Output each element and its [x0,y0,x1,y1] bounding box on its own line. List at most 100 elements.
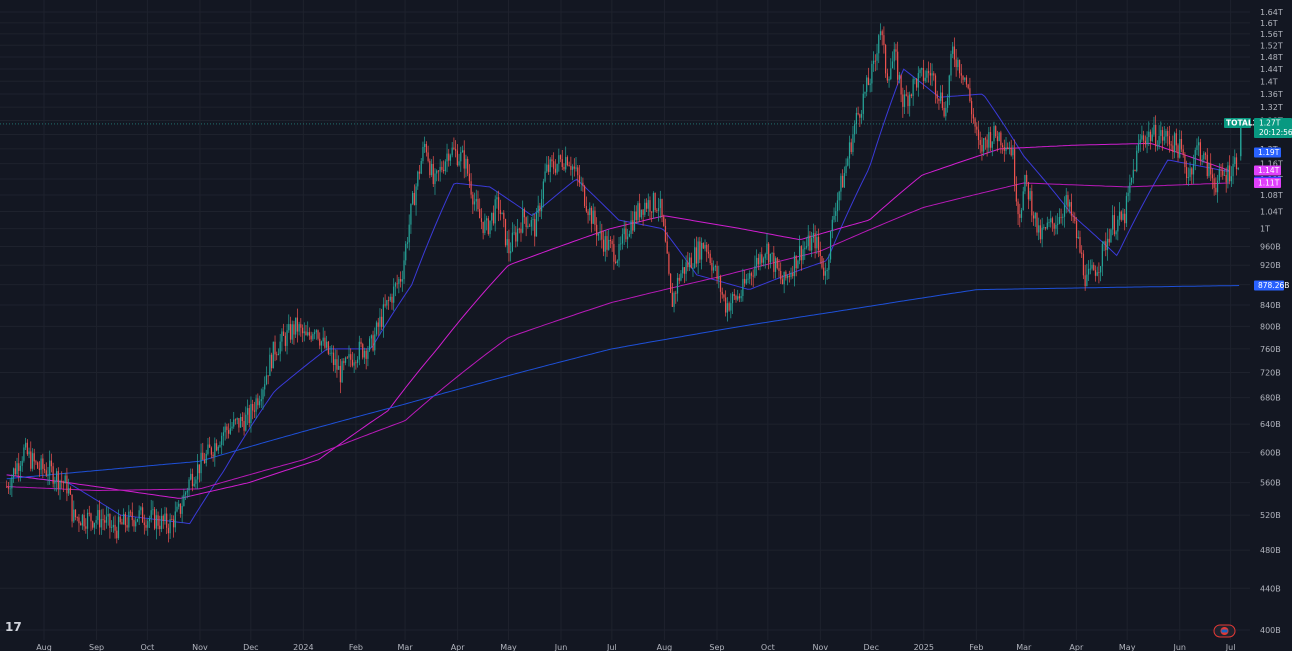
candle-body [326,341,328,348]
ma-value-badge[interactable]: 1.19T [1254,147,1281,158]
candle-body [31,453,34,469]
candle-body [334,359,336,365]
candle-body [582,182,584,187]
candle-body [1158,135,1160,146]
candle-body [967,84,969,89]
candle-body [919,69,921,74]
candle-body [298,324,300,332]
candle-body [515,232,517,242]
candle-body [984,138,986,140]
candle-body [699,241,701,260]
candle-body [169,519,171,534]
candle-body [890,68,892,80]
y-tick-label: 480B [1260,546,1281,555]
candle-body [129,511,132,513]
candle-body [312,333,314,340]
candle-body [291,324,293,340]
candle-body [778,268,780,271]
candle-body [1014,149,1016,185]
ma-value-badge[interactable]: 878.26B [1254,280,1289,291]
candle-body [924,77,926,82]
candle-body [1012,149,1014,156]
candle-body [644,202,646,215]
candle-body [50,460,53,467]
candle-body [1027,182,1029,200]
candle-body [315,330,317,333]
candle-body [1124,213,1126,224]
candle-body [28,451,30,455]
candle-body [353,362,355,366]
candle-body [202,452,204,460]
candle-body [1100,266,1102,273]
ma-value-label: 1.14T [1258,166,1280,175]
candle-body [300,324,302,328]
candle-body [148,518,151,522]
candle-body [682,267,684,274]
candle-body [733,294,735,296]
candle-body [1130,177,1133,183]
candle-body [463,150,465,169]
candle-body [917,73,919,88]
candle-body [119,516,121,523]
candle-body [188,479,190,491]
candle-body [1177,145,1179,158]
candle-body [7,486,10,489]
candle-body [952,46,954,54]
candle-body [948,75,950,98]
candle-body [740,296,742,299]
candle-body [1149,131,1152,141]
tradingview-logo[interactable]: 17 [5,620,22,634]
candle-body [35,461,37,463]
symbol-badge[interactable]: TOTAL2 [1224,117,1258,128]
candle-body [547,164,550,172]
candle-body [100,519,102,528]
candle-body [1098,272,1100,274]
y-tick-label: 1.36T [1260,90,1283,99]
candle-body [652,193,655,213]
candle-body [1184,154,1186,168]
flag-icon[interactable] [1213,624,1236,638]
candle-body [637,203,639,221]
last-price-value: 1.27T [1259,118,1281,127]
candle-body [998,132,1000,142]
candle-body [59,480,61,489]
x-tick-label: Sep [709,643,724,651]
candle-body [186,490,188,493]
candle-body [1001,145,1004,148]
candle-body [227,430,230,434]
candle-body [377,322,379,327]
candle-body [480,218,483,222]
candle-body [365,350,367,359]
ma-line-4 [6,285,1240,480]
candle-body [382,304,384,327]
candle-body [73,509,75,522]
ma-line-1 [6,68,1230,525]
candle-body [559,155,562,160]
candle-body [1117,219,1119,232]
ma-value-badge[interactable]: 1.11T [1254,177,1281,188]
candle-body [155,515,157,529]
candle-body [68,488,70,494]
y-tick-label: 1.04T [1260,207,1283,216]
candle-body [568,165,570,166]
candle-body [167,527,169,534]
candle-body [859,114,861,118]
candle-body [398,279,400,284]
candle-body [1132,169,1134,178]
candle-body [551,159,553,162]
ma-value-label: 1.19T [1258,148,1280,157]
candle-body [126,525,128,528]
candle-body [1000,132,1002,146]
candle-body [288,324,290,331]
candle-body [1070,202,1072,216]
candle-body [467,158,469,174]
ma-value-badge[interactable]: 1.14T [1254,165,1281,176]
candle-body [360,341,362,345]
candle-body [128,511,130,528]
candle-body [399,279,402,282]
candle-body [1026,174,1028,183]
candle-body [350,354,352,360]
